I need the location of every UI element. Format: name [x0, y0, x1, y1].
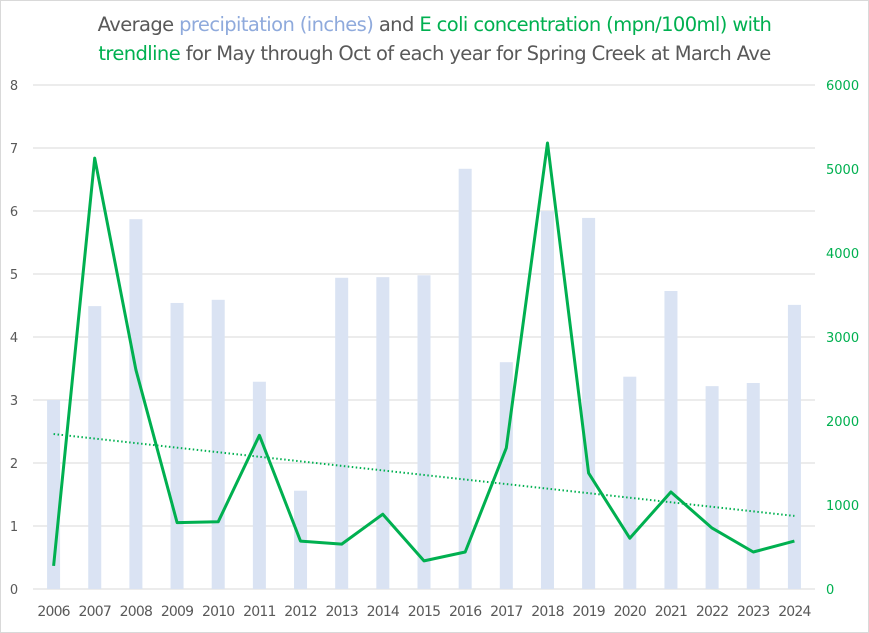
x-tick-label: 2021: [655, 604, 687, 620]
title-part-3: and: [373, 13, 420, 36]
precipitation-bar-2017: [499, 362, 513, 589]
x-tick-label: 2009: [161, 604, 193, 620]
right-tick-label: 0: [826, 583, 834, 598]
precipitation-bar-2008: [129, 219, 143, 589]
precipitation-bar-2024: [787, 304, 801, 589]
chart-title: Average precipitation (inches) and E col…: [0, 10, 869, 68]
precipitation-bar-2014: [376, 277, 390, 589]
x-tick-label: 2019: [572, 604, 604, 620]
title-part-1: Average: [97, 13, 180, 36]
left-tick-label: 1: [10, 520, 18, 535]
ecoli-trendline: [53, 433, 795, 517]
precipitation-bar-2013: [335, 277, 349, 589]
precipitation-bar-2020: [623, 376, 637, 589]
title-ecoli: E coli concentration (mpn/100ml) with: [419, 13, 772, 36]
right-tick-label: 5000: [826, 163, 859, 178]
left-tick-label: 6: [10, 205, 18, 220]
x-tick-label: 2015: [408, 604, 440, 620]
left-tick-label: 3: [10, 394, 18, 409]
right-tick-label: 4000: [826, 247, 859, 262]
x-tick-label: 2013: [325, 604, 357, 620]
right-tick-label: 1000: [826, 499, 859, 514]
x-tick-label: 2014: [367, 604, 400, 620]
precipitation-bar-2018: [540, 211, 554, 589]
right-tick-label: 6000: [826, 79, 859, 94]
x-tick-label: 2012: [284, 604, 316, 620]
x-tick-label: 2007: [79, 604, 111, 620]
title-part-6: for May through Oct of each year for Spr…: [180, 42, 772, 65]
title-precipitation: precipitation (inches): [179, 13, 374, 36]
precipitation-bars: [47, 168, 801, 590]
x-tick-label: 2018: [531, 604, 563, 620]
precipitation-bar-2019: [582, 217, 596, 589]
right-tick-label: 3000: [826, 331, 859, 346]
precipitation-bar-2010: [211, 299, 225, 589]
precipitation-bar-2023: [746, 382, 760, 589]
precipitation-bar-2009: [170, 302, 184, 589]
precipitation-bar-2011: [252, 381, 266, 589]
x-tick-label: 2017: [490, 604, 522, 620]
precipitation-bar-2022: [705, 386, 719, 589]
precipitation-bar-2007: [88, 306, 102, 589]
left-tick-label: 2: [10, 457, 18, 472]
x-tick-label: 2008: [120, 604, 152, 620]
precipitation-bar-2016: [458, 168, 472, 590]
x-tick-label: 2010: [202, 604, 234, 620]
x-tick-label: 2023: [737, 604, 769, 620]
x-tick-label: 2006: [37, 604, 70, 620]
left-tick-label: 8: [10, 79, 18, 94]
x-tick-label: 2020: [614, 604, 646, 620]
x-axis: 2006 2007 2008 2009 2010 2011 2012 2013 2014 2015…: [37, 604, 812, 620]
x-tick-label: 2016: [449, 604, 482, 620]
precipitation-bar-2021: [664, 291, 678, 589]
left-axis: 0 1 2 3 4 5 6 7 8: [10, 79, 18, 598]
title-trendline: trendline: [98, 42, 181, 65]
ecoli-line-group: [52, 141, 795, 567]
x-tick-label: 2011: [243, 604, 275, 620]
right-axis: 0 1000 2000 3000 4000 5000 6000: [826, 79, 859, 598]
x-tick-label: 2022: [696, 604, 728, 620]
left-tick-label: 7: [10, 142, 18, 157]
x-tick-label: 2024: [778, 604, 811, 620]
precipitation-bar-2015: [417, 275, 431, 589]
right-tick-label: 2000: [826, 415, 859, 430]
trendline-group: [53, 433, 795, 517]
left-tick-label: 5: [10, 268, 18, 283]
left-tick-label: 0: [10, 583, 18, 598]
left-tick-label: 4: [10, 331, 18, 346]
